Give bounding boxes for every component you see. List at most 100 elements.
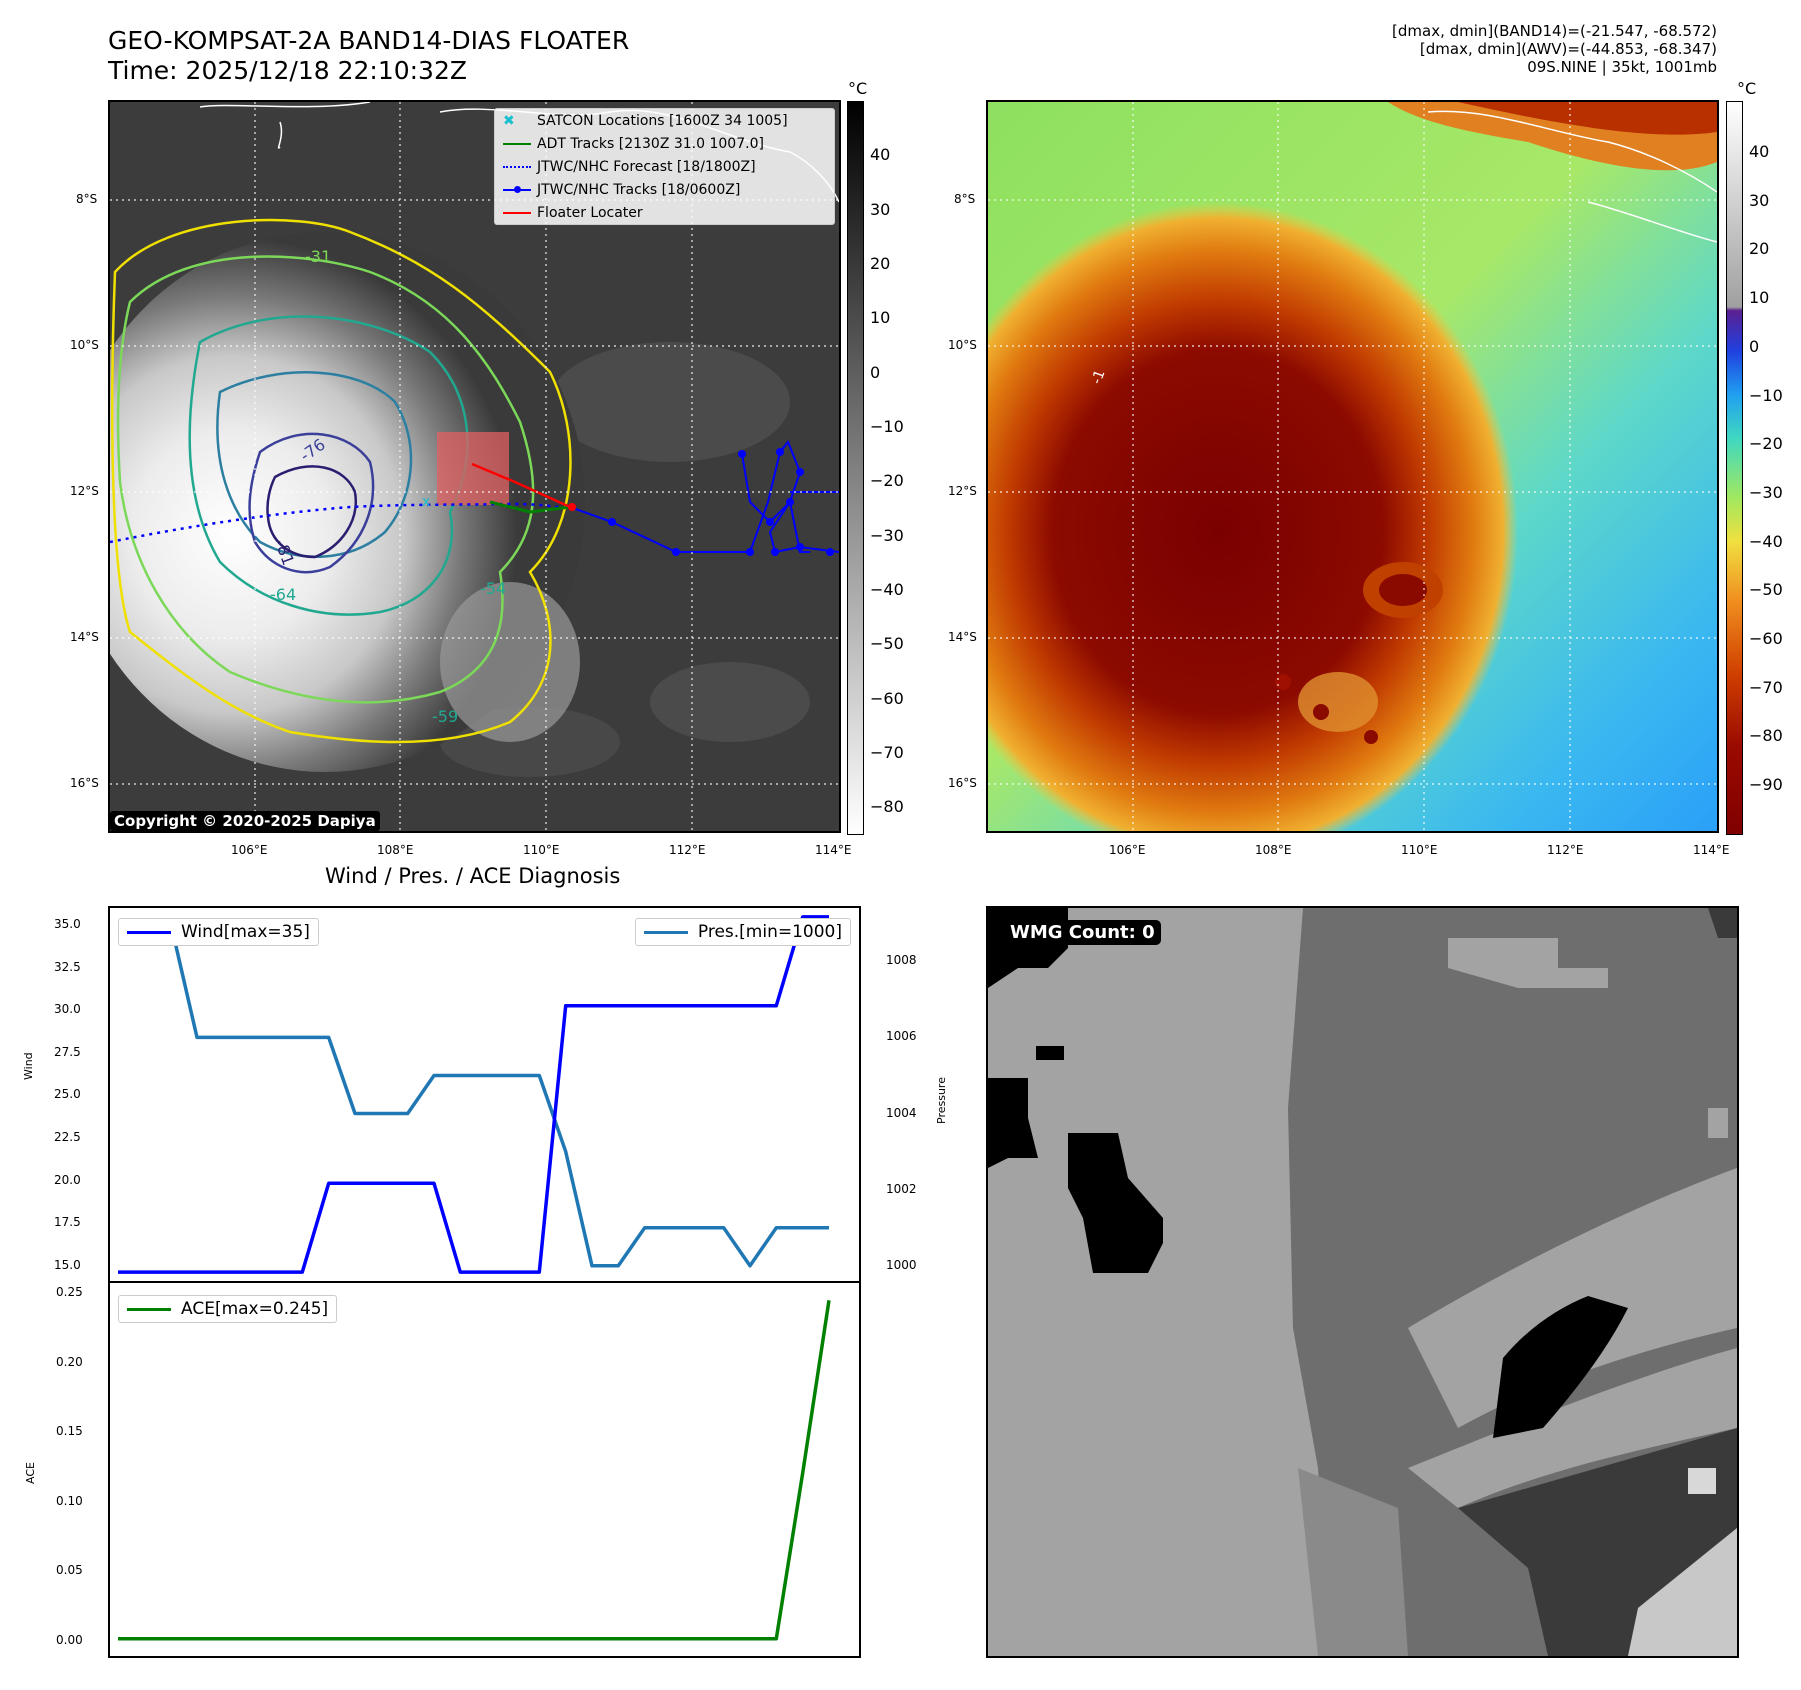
pressure-series-line [118,921,829,1268]
colorbar-unit: °C [848,79,868,98]
contour-label-54: -54 [480,579,506,598]
wind-tick: 15.0 [54,1258,81,1272]
title-line-1: GEO-KOMPSAT-2A BAND14-DIAS FLOATER [108,26,630,55]
colorbar-tick: −80 [870,797,904,816]
wind-tick: 30.0 [54,1002,81,1016]
lon-tick: 108°E [1255,843,1292,857]
adt-line-icon [503,143,531,145]
colorbar-tick: 40 [870,145,891,164]
info-line-1: [dmax, dmin](BAND14)=(-21.547, -68.572) [1392,22,1717,40]
colorbar-tick: −60 [1749,629,1783,648]
colorbar-tick: −40 [870,580,904,599]
wind-tick: 32.5 [54,960,81,974]
legend-item-adt: ADT Tracks [2130Z 31.0 1007.0] [503,136,764,152]
pressure-tick: 1002 [886,1182,917,1196]
wind-tick: 20.0 [54,1173,81,1187]
colorbar-tick: −20 [870,471,904,490]
track-line-dot-icon [503,186,531,193]
ace-plot [118,1300,831,1641]
colorbar-tick: 0 [1749,337,1760,356]
colorbar-tick: −40 [1749,532,1783,551]
lat-tick: 8°S [954,192,976,206]
colorbar-tick: −50 [1749,580,1783,599]
awv-map: -1 [986,100,1719,833]
legend-item-forecast: JTWC/NHC Forecast [18/1800Z] [503,159,756,175]
lon-tick: 110°E [523,843,560,857]
colorbar-tick: −10 [1749,386,1783,405]
info-line-3: 09S.NINE | 35kt, 1001mb [1527,58,1717,76]
lon-tick: 112°E [669,843,706,857]
wind-legend: Wind[max=35] [118,918,319,946]
lon-tick: 114°E [1693,843,1730,857]
band14-map: x -31 -76 -81 -64 -54 -59 ✖ SATCON Locati… [108,100,841,833]
pressure-tick: 1000 [886,1258,917,1272]
colorbar-tick: 20 [1749,239,1770,258]
wind-line-icon [127,930,171,934]
band14-colorbar [847,101,864,835]
lat-tick: 16°S [948,776,977,790]
pressure-tick: 1006 [886,1029,917,1043]
ace-tick: 0.20 [56,1355,83,1369]
lat-tick: 8°S [76,192,98,206]
lon-tick: 108°E [377,843,414,857]
colorbar-tick: 10 [870,308,891,327]
pressure-legend: Pres.[min=1000] [634,918,851,946]
awv-colorbar [1726,101,1743,835]
lat-tick: 10°S [948,338,977,352]
ace-tick: 0.15 [56,1424,83,1438]
colorbar-tick: −60 [870,689,904,708]
wind-tick: 22.5 [54,1130,81,1144]
colorbar-tick: −50 [870,634,904,653]
legend-item-locater: Floater Locater [503,205,643,221]
ace-series-line [118,1300,831,1641]
contour-label-31: -31 [305,247,331,266]
ace-line-icon [127,1307,171,1311]
awv-contour-label: -1 [1089,368,1109,387]
pressure-line-icon [643,930,688,934]
colorbar-tick: 40 [1749,142,1770,161]
colorbar-tick: −20 [1749,434,1783,453]
ace-axis-label: ACE [24,1462,37,1484]
wind-series-line [118,915,829,1274]
wmg-count-badge: WMG Count: 0 [1004,920,1161,945]
legend-item-satcon: ✖ SATCON Locations [1600Z 34 1005] [503,113,788,129]
figure-title: GEO-KOMPSAT-2A BAND14-DIAS FLOATER Time:… [108,26,629,86]
colorbar-tick: −70 [870,743,904,762]
lon-tick: 106°E [231,843,268,857]
pressure-axis-label: Pressure [935,1077,948,1124]
intensity-info: [dmax, dmin](BAND14)=(-21.547, -68.572) … [1392,22,1717,76]
pressure-tick: 1004 [886,1106,917,1120]
track-legend: ✖ SATCON Locations [1600Z 34 1005] ADT Tr… [494,108,835,225]
colorbar-tick: −30 [870,526,904,545]
awv-map-image: -1 [988,102,1717,831]
lon-tick: 114°E [815,843,852,857]
colorbar-unit: °C [1737,79,1757,98]
wind-pressure-panel: Wind[max=35] Pres.[min=1000] [108,906,861,1283]
contour-label-59: -59 [432,707,458,726]
locater-line-icon [503,212,531,214]
lat-tick: 12°S [948,484,977,498]
colorbar-tick: −80 [1749,726,1783,745]
ace-panel: ACE[max=0.245] [108,1281,861,1658]
wind-tick: 25.0 [54,1087,81,1101]
lat-tick: 12°S [70,484,99,498]
wmg-panel: WMG Count: 0 [986,906,1739,1658]
colorbar-tick: −90 [1749,775,1783,794]
wmg-image [988,908,1737,1656]
satcon-x-icon: ✖ [503,113,515,129]
ace-tick: 0.10 [56,1494,83,1508]
ace-tick: 0.25 [56,1285,83,1299]
copyright-badge: Copyright © 2020-2025 Dapiya [110,811,380,831]
wind-pressure-plot [118,915,829,1274]
title-line-2: Time: 2025/12/18 22:10:32Z [108,56,467,85]
lat-tick: 14°S [948,630,977,644]
colorbar-tick: 10 [1749,288,1770,307]
colorbar-tick: −30 [1749,483,1783,502]
ace-tick: 0.05 [56,1563,83,1577]
wind-tick: 17.5 [54,1215,81,1229]
lon-tick: 106°E [1109,843,1146,857]
contour-label-64: -64 [270,585,296,604]
lat-tick: 16°S [70,776,99,790]
wind-axis-label: Wind [22,1052,35,1080]
ace-tick: 0.00 [56,1633,83,1647]
